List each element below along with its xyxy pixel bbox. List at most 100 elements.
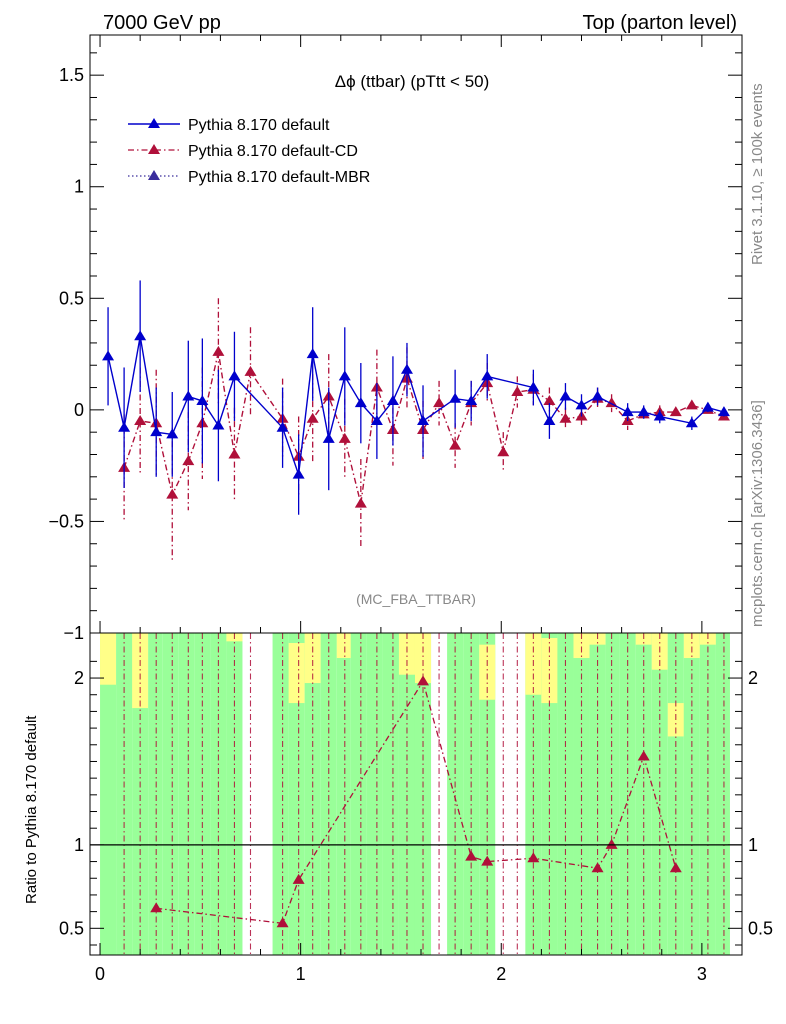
band-yellow-bin bbox=[683, 633, 700, 659]
series-default-point bbox=[637, 406, 650, 417]
series-default-point bbox=[481, 370, 494, 381]
series-cd-point bbox=[449, 439, 462, 450]
x-tick-label: 3 bbox=[697, 964, 707, 984]
series-cd-point bbox=[685, 399, 698, 410]
legend-label-default: Pythia 8.170 default bbox=[188, 117, 330, 134]
series-default-point bbox=[228, 370, 241, 381]
ratio-tick-label: 0.5 bbox=[59, 918, 84, 938]
ratio-panel-data bbox=[123, 633, 725, 955]
series-default-point bbox=[370, 415, 383, 426]
series-cd-point bbox=[166, 488, 179, 499]
main-panel-data bbox=[102, 280, 730, 562]
series-cd-point bbox=[543, 394, 556, 405]
band-yellow-bin bbox=[541, 638, 558, 704]
series-default-point bbox=[292, 468, 305, 479]
series-cd-line bbox=[123, 351, 725, 504]
ratio-cd-point bbox=[591, 862, 604, 873]
series-default-point bbox=[196, 394, 209, 405]
y-tick-label: 0.5 bbox=[59, 288, 84, 308]
band-green-bin bbox=[573, 633, 590, 955]
series-default-point bbox=[338, 370, 351, 381]
series-default-point bbox=[102, 350, 115, 361]
plot-title: Δϕ (ttbar) (pTtt < 50) bbox=[335, 72, 490, 91]
ratio-tick-label-right: 0.5 bbox=[748, 918, 773, 938]
band-green-bin bbox=[350, 633, 367, 955]
legend-entry-default: Pythia 8.170 default bbox=[128, 117, 330, 134]
band-green-bin bbox=[178, 633, 195, 955]
band-green-bin bbox=[605, 633, 620, 955]
band-green-bin bbox=[288, 633, 305, 955]
ratio-tick-label: 1 bbox=[74, 835, 84, 855]
legend-label-mbr: Pythia 8.170 default-MBR bbox=[188, 169, 370, 186]
band-green-bin bbox=[589, 633, 606, 955]
legend-entry-cd: Pythia 8.170 default-CD bbox=[128, 143, 358, 160]
ratio-cd-point bbox=[637, 750, 650, 761]
series-default-point bbox=[543, 415, 556, 426]
band-yellow-bin bbox=[100, 633, 117, 685]
ratio-cd-point bbox=[669, 862, 682, 873]
legend-marker-cd bbox=[148, 144, 160, 154]
band-green-bin bbox=[635, 633, 652, 955]
x-tick-label: 1 bbox=[296, 964, 306, 984]
ratio-cd-point bbox=[150, 902, 163, 913]
ratio-tick-label-right: 2 bbox=[748, 668, 758, 688]
ratio-cd-line bbox=[156, 679, 677, 925]
band-green-bin bbox=[210, 633, 227, 955]
band-green-bin bbox=[414, 633, 432, 955]
header-left-label: 7000 GeV pp bbox=[103, 12, 221, 34]
band-green-bin bbox=[525, 633, 542, 955]
series-default-point bbox=[322, 432, 335, 443]
band-green-bin bbox=[320, 633, 337, 955]
axes: 0 1 2 3 −1 −0.5 0 0.5 1 1.5 0.5 0.5 1 1 2 2 bbox=[48, 35, 773, 984]
series-default-point bbox=[166, 428, 179, 439]
band-yellow-bin bbox=[414, 633, 432, 684]
legend-entry-mbr: Pythia 8.170 default-MBR bbox=[128, 169, 370, 186]
series-default-point bbox=[306, 348, 319, 359]
series-cd-point bbox=[182, 455, 195, 466]
band-green-bin bbox=[463, 633, 480, 955]
ratio-cd-point bbox=[481, 855, 494, 866]
header-right-label: Top (parton level) bbox=[582, 12, 737, 34]
series-default-point bbox=[354, 397, 367, 408]
ratio-y-axis-label: Ratio to Pythia 8.170 default bbox=[23, 715, 40, 904]
legend: Pythia 8.170 default Pythia 8.170 defaul… bbox=[128, 117, 370, 186]
y-tick-label: 1 bbox=[74, 177, 84, 197]
band-green-bin bbox=[683, 633, 700, 955]
legend-marker-mbr bbox=[148, 170, 160, 180]
band-yellow-bin bbox=[336, 633, 351, 659]
ratio-cd-point bbox=[292, 873, 305, 884]
series-cd-point bbox=[134, 415, 147, 426]
band-green-bin bbox=[447, 633, 464, 955]
series-cd-point bbox=[433, 397, 446, 408]
series-default-point bbox=[685, 417, 698, 428]
band-yellow-bin bbox=[288, 643, 305, 704]
series-default-point bbox=[559, 390, 572, 401]
x-tick-label: 0 bbox=[95, 964, 105, 984]
band-green-bin bbox=[479, 633, 496, 955]
series-default-point bbox=[182, 390, 195, 401]
band-yellow-bin bbox=[479, 644, 496, 700]
band-green-bin bbox=[382, 633, 399, 955]
series-default-point bbox=[701, 401, 714, 412]
band-green-bin bbox=[366, 633, 383, 955]
ratio-cd-point bbox=[417, 675, 430, 686]
series-default-point bbox=[417, 415, 430, 426]
legend-marker-default bbox=[148, 118, 160, 128]
series-cd-point bbox=[559, 412, 572, 423]
band-green-bin bbox=[148, 633, 163, 955]
mcplots-info-label: mcplots.cern.ch [arXiv:1306.3436] bbox=[749, 400, 766, 627]
x-tick-label: 2 bbox=[496, 964, 506, 984]
band-green-bin bbox=[699, 633, 716, 955]
series-cd-point bbox=[354, 497, 367, 508]
series-cd-point bbox=[511, 386, 524, 397]
band-green-bin bbox=[162, 633, 179, 955]
series-cd-point bbox=[338, 432, 351, 443]
series-cd-point bbox=[212, 345, 225, 356]
series-default-point bbox=[591, 390, 604, 401]
series-default-point bbox=[386, 394, 399, 405]
band-green-bin bbox=[100, 633, 117, 955]
series-cd-point bbox=[306, 412, 319, 423]
series-default-point bbox=[717, 406, 730, 417]
band-yellow-bin bbox=[304, 633, 321, 684]
band-green-bin bbox=[226, 633, 243, 955]
